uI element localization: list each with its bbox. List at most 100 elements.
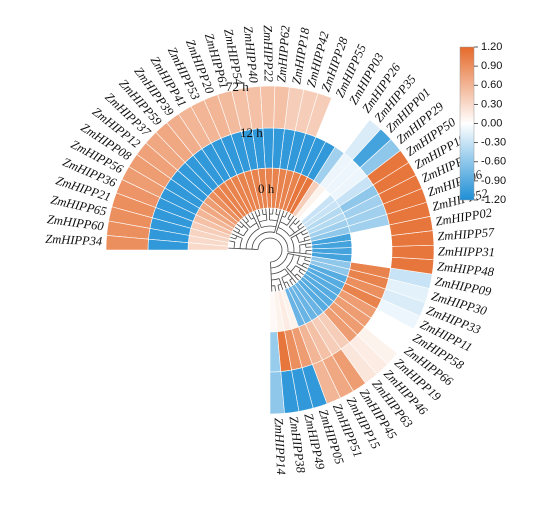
tree-branch [239,238,243,249]
tree-branch [305,253,312,255]
gene-label: ZmHIPP57 [437,225,496,243]
tree-branch [300,231,304,236]
tree-branch [247,213,252,220]
tree-branch [261,225,277,229]
tree-branch [251,212,255,218]
tree-branch [297,222,303,228]
tree-branch [298,271,304,276]
heatmap-cells [105,85,435,415]
tree-branch [280,284,284,291]
tree-branch [295,265,301,270]
tree-branch [281,215,286,218]
tree-branch [290,237,295,253]
tree-branch [284,268,289,274]
tree-branch [244,216,249,222]
tree-branch [293,252,300,254]
colorbar-tick-label: -0.90 [481,175,506,187]
tree-branch [279,221,288,226]
colorbar-tick-label: 0.60 [481,79,502,91]
tree-branch [241,218,247,224]
tree-branch [265,214,268,221]
tree-branch [245,228,260,249]
tree-branch [301,262,304,267]
tree-branch [287,213,292,219]
dendrogram [228,207,313,292]
tree-branch [304,256,306,261]
tree-branch [305,242,312,245]
tree-branch [303,235,310,239]
colorbar-tick-label: 1.20 [481,41,502,53]
tree-branch [293,254,300,257]
tree-branch [251,217,255,220]
tree-branch [232,229,239,234]
colorbar-tick-label: -0.60 [481,156,506,168]
tree-branch [275,208,278,215]
tree-branch [258,221,262,228]
tree-branch [236,235,243,239]
tree-branch [241,225,245,228]
tree-branch [299,243,306,246]
colorbar-tick-label: -0.30 [481,137,506,149]
tree-branch [270,253,289,269]
tree-branch [287,253,294,255]
tree-branch [292,222,296,225]
tree-branch [269,219,278,222]
tree-branch [296,273,302,279]
tree-branch [228,240,235,243]
tree-branch [237,230,241,234]
tree-branch [287,218,291,221]
tree-branch [287,251,294,253]
tree-branch [271,278,280,281]
tree-branch [288,226,295,234]
tree-branch [229,236,236,240]
tree-branch [305,256,312,259]
tree-branch [298,268,302,272]
tree-branch [289,279,294,286]
tree-branch [286,267,291,273]
tree-branch [300,268,307,273]
tree-branch [294,273,298,277]
tree-branch [291,278,297,284]
tree-branch [275,232,289,252]
tree-branch [256,215,261,217]
tree-branch [288,222,294,228]
tree-branch [249,222,257,228]
tree-branch [304,259,311,263]
gene-label: ZmHIPP62 [274,25,292,83]
heatmap-cell [105,235,149,251]
tree-branch [304,239,311,242]
tree-branch [295,231,302,236]
tree-branch [281,277,285,284]
tree-branch [286,281,291,288]
tree-branch [289,277,293,281]
tree-branch [271,268,286,275]
tree-branch [289,232,295,237]
tree-branch [295,234,300,243]
ring-labels: 0 h 12 h 72 h [226,79,275,196]
tree-branch [233,241,236,249]
tree-branch [235,235,238,240]
ring-label: 72 h [226,79,249,94]
tree-branch [303,262,310,266]
tree-branch [278,209,281,216]
tree-branch [243,225,249,230]
tree-branch [281,210,285,217]
tree-branch [297,226,300,230]
tree-branch [284,211,288,218]
tree-branch [292,217,298,223]
heatmap-cell [391,244,435,261]
tree-branch [290,215,295,221]
tree-branch [277,215,280,222]
tree-branch [301,228,307,233]
ring-label: 12 h [240,125,263,140]
tree-branch [245,220,249,224]
tree-branch [278,278,282,285]
tree-branch [286,220,291,226]
tree-branch [274,285,276,292]
tree-branch [265,208,267,215]
tree-branch [299,255,306,258]
tree-branch [257,237,283,263]
tree-branch [277,283,282,286]
tree-branch [288,273,293,279]
